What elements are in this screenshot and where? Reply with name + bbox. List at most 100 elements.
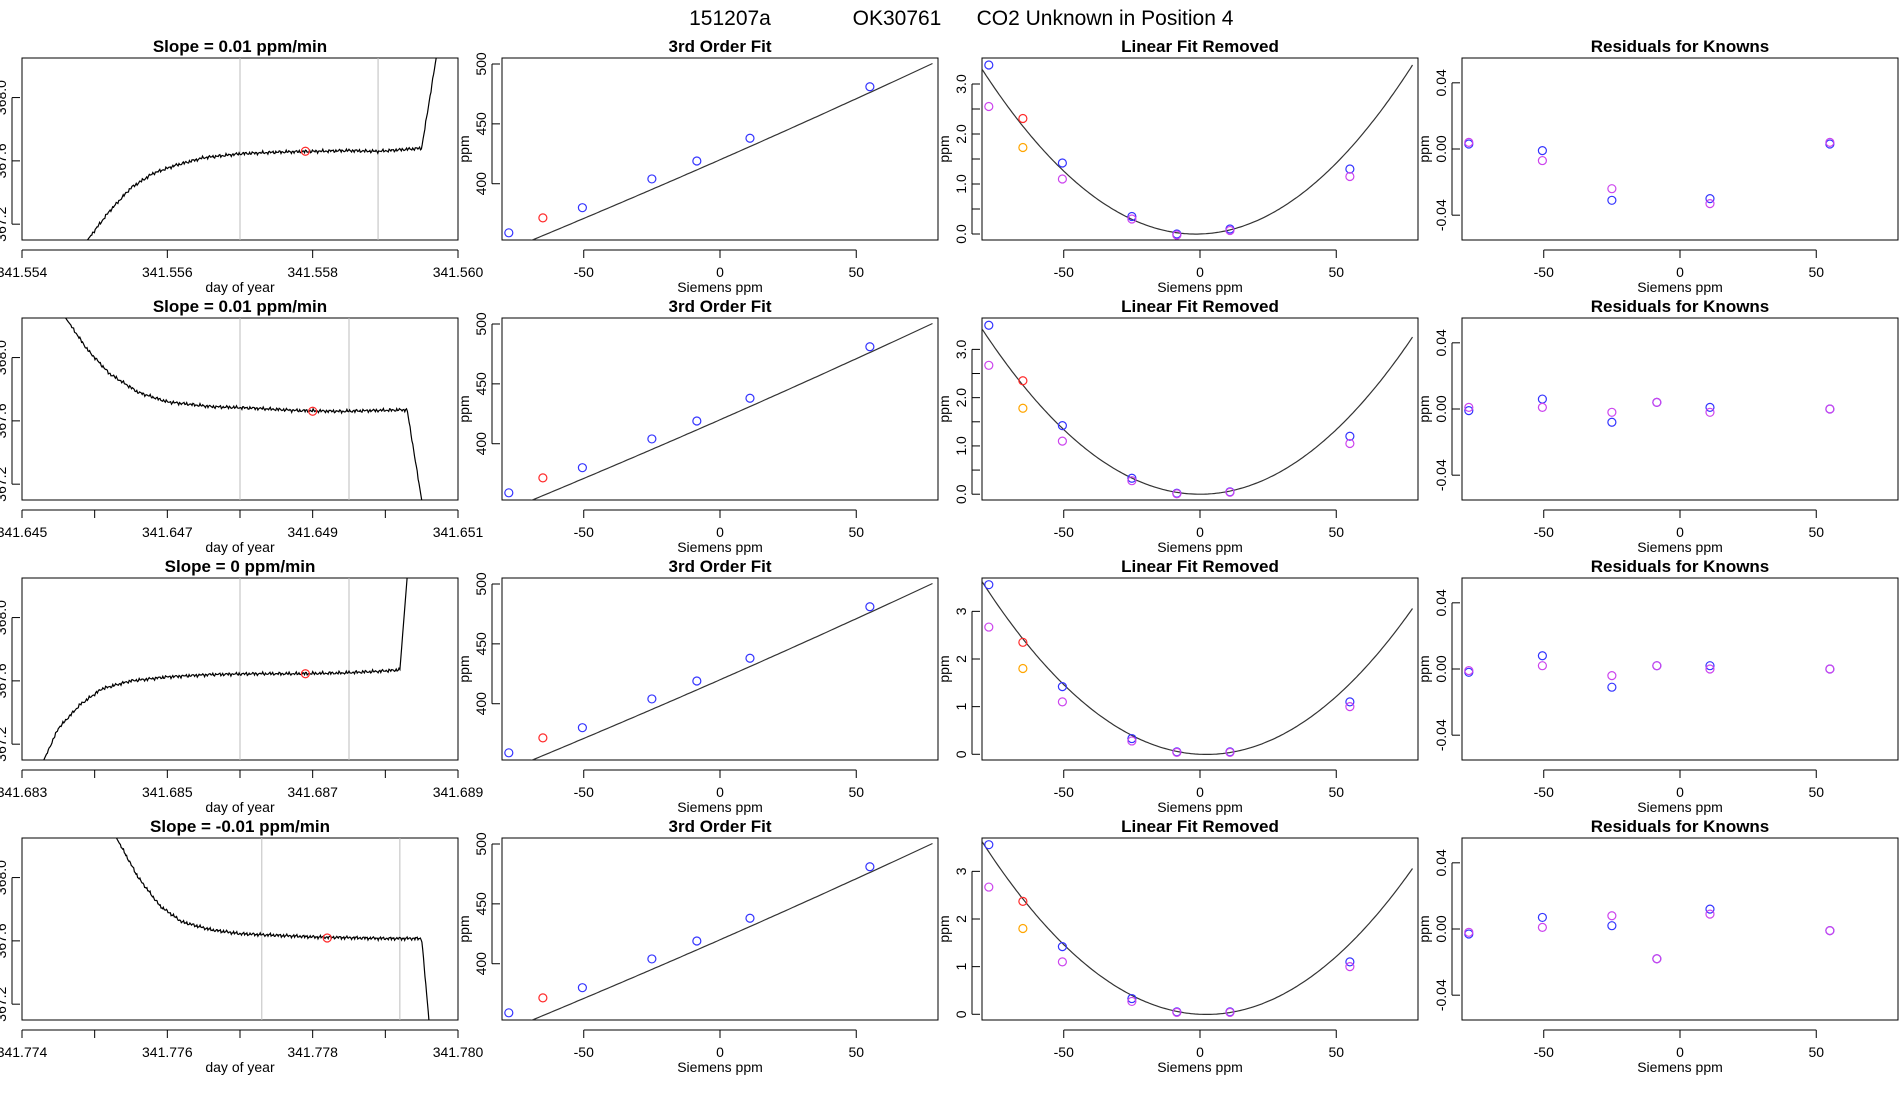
x-tick-label: -50 <box>1054 524 1074 540</box>
plot-area <box>504 582 933 760</box>
y-tick-label: 400 <box>473 952 489 976</box>
data-point <box>1652 661 1662 671</box>
data-point <box>1705 194 1715 204</box>
y-tick-label: -0.04 <box>1433 979 1449 1011</box>
data-point <box>1127 733 1137 744</box>
data-point <box>538 213 548 223</box>
x-tick-label: 341.649 <box>287 524 338 540</box>
data-point <box>1172 747 1182 757</box>
x-tick-label: 341.774 <box>0 1044 48 1060</box>
data-point <box>1225 747 1235 757</box>
x-tick-label: -50 <box>1534 524 1554 540</box>
x-axis-label: Siemens ppm <box>1157 1059 1243 1075</box>
data-point <box>1825 664 1835 674</box>
chart-title: Residuals for Knowns <box>1591 297 1770 316</box>
x-axis-label: day of year <box>205 799 275 815</box>
x-tick-label: 341.689 <box>433 784 484 800</box>
data-point <box>1345 171 1355 182</box>
data-point <box>1018 142 1028 153</box>
y-tick-label: 3.0 <box>953 74 969 94</box>
fit-curve <box>982 64 1414 235</box>
data-point <box>577 983 587 993</box>
data-point <box>1705 402 1715 412</box>
data-point <box>1057 158 1067 168</box>
x-tick-label: -50 <box>1054 784 1074 800</box>
panel-r2-c2: 3rd Order Fit -50 0 50 Siemens ppm 400 450 500 p… <box>456 297 939 555</box>
data-point <box>1172 1007 1182 1017</box>
plot-area <box>86 58 437 240</box>
y-tick-label: 367.6 <box>0 403 9 438</box>
data-point <box>1018 663 1028 674</box>
y-axis-label: ppm <box>936 655 952 682</box>
x-tick-label: 341.558 <box>287 264 338 280</box>
y-tick-label: 367.6 <box>0 143 9 178</box>
x-tick-label: 50 <box>1328 1044 1344 1060</box>
fit-curve <box>530 62 933 240</box>
data-point <box>1018 637 1028 647</box>
y-axis-label: ppm <box>936 395 952 422</box>
y-tick-label: 0.00 <box>1433 655 1449 682</box>
panel-r1-c4: Residuals for Knowns -50 0 50 Siemens ppm -0.… <box>1416 37 1899 295</box>
chart-title: 3rd Order Fit <box>669 557 772 576</box>
y-tick-label: 2.0 <box>953 124 969 144</box>
panel-r4-c4: Residuals for Knowns -50 0 50 Siemens ppm -0.… <box>1416 817 1899 1075</box>
data-point <box>1127 473 1137 483</box>
x-tick-label: 0 <box>1196 264 1204 280</box>
data-point <box>984 101 994 112</box>
x-axis-label: Siemens ppm <box>1637 799 1723 815</box>
data-point <box>1018 403 1028 413</box>
x-tick-label: -50 <box>574 524 594 540</box>
data-point <box>692 936 702 946</box>
x-tick-label: -50 <box>574 264 594 280</box>
data-point <box>1127 993 1137 1004</box>
x-axis-label: Siemens ppm <box>1157 279 1243 295</box>
data-point <box>504 1008 514 1018</box>
data-point <box>1225 487 1235 497</box>
y-tick-label: 1.0 <box>953 436 969 456</box>
data-point <box>1225 225 1235 236</box>
y-tick-label: 0.00 <box>1433 395 1449 422</box>
data-point <box>1825 137 1835 147</box>
chart-title: Slope = 0 ppm/min <box>165 557 316 576</box>
x-tick-label: 50 <box>1808 264 1824 280</box>
y-axis-label: ppm <box>456 135 472 162</box>
data-point <box>984 840 994 850</box>
x-tick-label: 341.780 <box>433 1044 484 1060</box>
panel-r1-c2: 3rd Order Fit -50 0 50 Siemens ppm 400 450 500 p… <box>456 37 939 295</box>
chart-title: 3rd Order Fit <box>669 37 772 56</box>
data-point <box>1464 406 1474 416</box>
plot-area <box>982 320 1413 499</box>
data-point <box>1345 431 1355 441</box>
chart-title: Slope = 0.01 ppm/min <box>153 297 327 316</box>
data-point <box>1345 702 1355 712</box>
y-tick-label: 1 <box>953 703 969 711</box>
x-axis-label: Siemens ppm <box>677 539 763 555</box>
x-tick-label: 50 <box>1328 524 1344 540</box>
data-point <box>1464 927 1474 937</box>
data-point <box>984 622 994 632</box>
plot-area <box>504 62 933 240</box>
data-point <box>1705 407 1715 417</box>
data-point <box>745 133 755 143</box>
data-point <box>1652 954 1662 964</box>
x-tick-label: 341.647 <box>142 524 193 540</box>
data-point <box>1172 489 1182 499</box>
plot-area <box>504 842 933 1020</box>
data-point <box>1607 682 1617 692</box>
x-axis-label: Siemens ppm <box>1637 1059 1723 1075</box>
x-tick-label: 341.554 <box>0 264 48 280</box>
data-point <box>1537 661 1547 671</box>
y-axis-label: ppm <box>456 655 472 682</box>
data-point <box>647 434 657 444</box>
x-tick-label: -50 <box>1534 784 1554 800</box>
data-point <box>1607 407 1617 417</box>
x-tick-label: 50 <box>1328 784 1344 800</box>
data-point <box>1464 402 1474 412</box>
chart-title: Linear Fit Removed <box>1121 557 1279 576</box>
data-point <box>745 653 755 663</box>
data-point <box>984 882 994 892</box>
data-point <box>1825 404 1835 414</box>
chart-title: 3rd Order Fit <box>669 817 772 836</box>
plot-frame <box>21 837 459 1021</box>
x-axis-label: day of year <box>205 279 275 295</box>
